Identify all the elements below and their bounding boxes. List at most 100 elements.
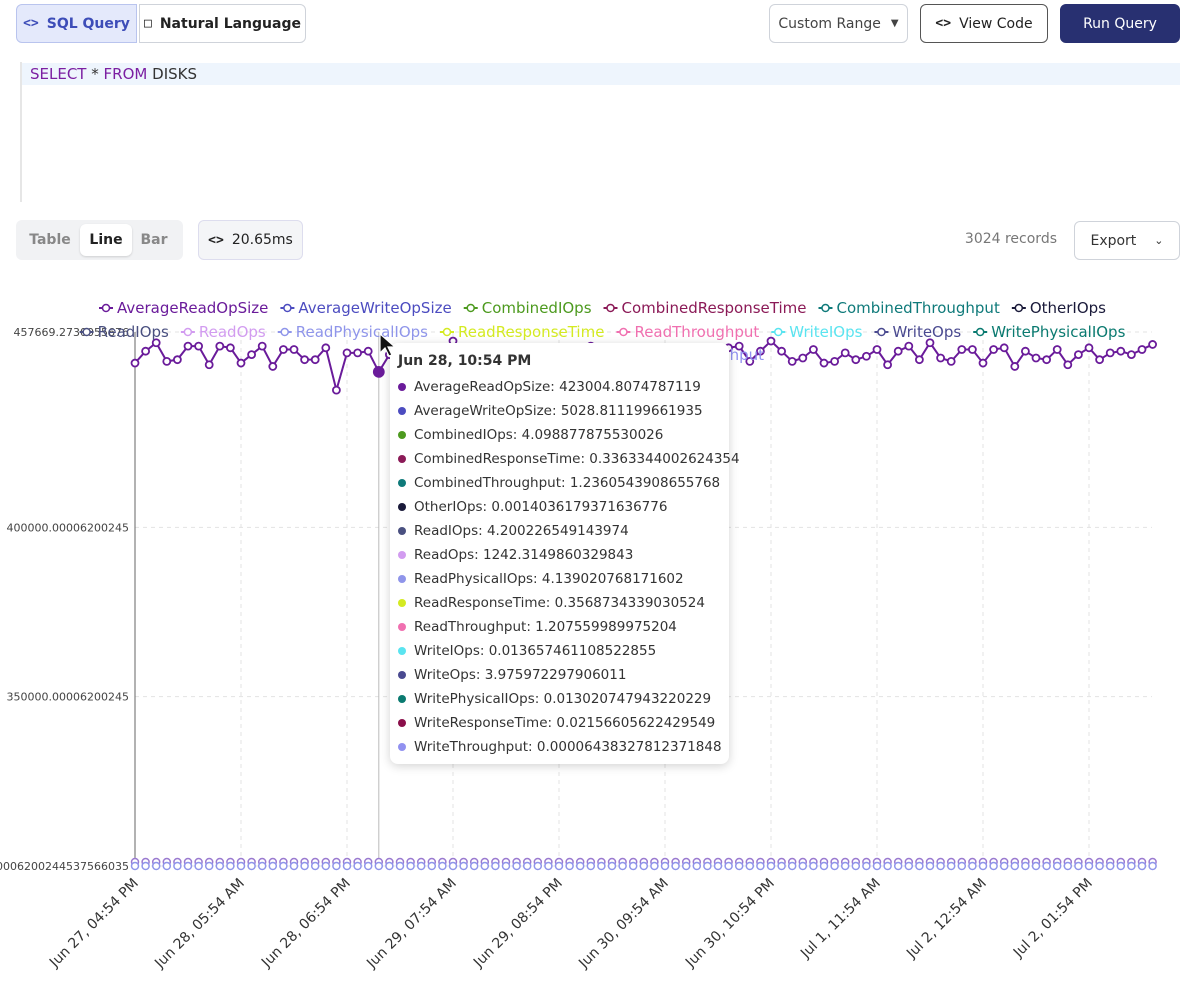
flat-point [141, 861, 150, 871]
point [331, 385, 341, 395]
sql-line[interactable]: SELECT * FROM DISKS [22, 63, 1180, 85]
view-table[interactable]: Table [29, 232, 71, 248]
legend-item[interactable]: AverageWriteOpSize [280, 299, 452, 317]
range-select[interactable]: Custom Range ▼ [769, 4, 908, 43]
flat-point [1095, 861, 1104, 871]
point [999, 343, 1009, 353]
legend-item[interactable]: ReadPhysicalIOps [277, 323, 428, 341]
point [300, 355, 310, 365]
point [310, 355, 320, 365]
point [1052, 345, 1062, 354]
flat-point [385, 861, 394, 871]
token: * [91, 65, 99, 83]
point [787, 356, 797, 366]
legend-item[interactable]: CombinedThroughput [818, 299, 1000, 317]
tooltip-row: CombinedThroughput: 1.2360543908655768 [398, 471, 720, 495]
tooltip: Jun 28, 10:54 PM AverageReadOpSize: 4230… [390, 343, 740, 764]
flat-point [1105, 861, 1115, 871]
legend-item[interactable]: ReadIOps [79, 323, 169, 341]
flat-point [1031, 861, 1041, 871]
point [372, 365, 385, 378]
y-tick-label: 300000.00006200244537566035 [0, 860, 129, 873]
view-code-button[interactable]: <> View Code [920, 4, 1048, 43]
legend-item[interactable]: WritePhysicalIOps [973, 323, 1126, 341]
timing: <> 20.65ms [198, 220, 303, 260]
x-tick-label: Jun 27, 04:54 PM [46, 876, 142, 972]
flat-point [1021, 861, 1030, 871]
tooltip-dot [398, 671, 406, 679]
tooltip-row: ReadPhysicalIOps: 4.139020768171602 [398, 567, 684, 591]
point [268, 362, 278, 371]
legend-label: WriteOps [892, 323, 961, 341]
tooltip-dot [398, 527, 406, 535]
export-button[interactable]: Export ⌄ [1074, 221, 1180, 260]
view-line[interactable]: Line [80, 224, 132, 256]
point [1063, 360, 1073, 370]
point [756, 346, 765, 356]
flat-point [978, 861, 988, 871]
tooltip-text: WriteResponseTime: 0.02156605622429549 [414, 715, 716, 731]
run-button[interactable]: Run Query [1060, 4, 1180, 43]
point [278, 345, 288, 354]
x-tick-label: Jun 28, 06:54 PM [258, 876, 354, 972]
tooltip-row: OtherIOps: 0.0014036179371636776 [398, 495, 667, 519]
flat-point [862, 861, 871, 871]
point [968, 345, 977, 354]
point [893, 346, 903, 356]
flat-point [650, 861, 659, 871]
legend-swatch [774, 327, 783, 337]
flat-point [851, 861, 861, 871]
point [946, 356, 956, 366]
point [957, 345, 967, 354]
legend-label: AverageReadOpSize [117, 299, 268, 317]
point [734, 341, 744, 351]
legend-label: OtherIOps [1030, 299, 1106, 317]
timing-label: 20.65ms [231, 232, 293, 248]
nl-tab[interactable]: □ Natural Language [139, 4, 306, 43]
legend-item[interactable]: AverageReadOpSize [99, 299, 268, 317]
point [1010, 362, 1020, 371]
point [925, 338, 935, 348]
legend-swatch [975, 327, 985, 337]
legend-item[interactable]: ReadOps [180, 323, 266, 341]
legend-label: ReadResponseTime [458, 323, 604, 341]
sql-tab[interactable]: <> SQL Query [16, 4, 137, 43]
legend-item[interactable]: ReadResponseTime [440, 323, 604, 341]
tab-label: Natural Language [159, 15, 301, 32]
legend-item[interactable]: CombinedIOps [463, 299, 592, 317]
point [215, 341, 225, 351]
legend-item[interactable]: WriteOps [874, 323, 961, 341]
tooltip-text: WriteIOps: 0.013657461108522855 [414, 643, 657, 659]
legend-item[interactable]: ReadThroughput [616, 323, 759, 341]
point [840, 348, 850, 358]
flat-point [809, 861, 818, 871]
flat-point [1063, 861, 1073, 871]
flat-point [639, 861, 649, 871]
flat-point [459, 861, 468, 871]
legend-item[interactable]: OtherIOps [1011, 299, 1106, 317]
flat-point [1137, 861, 1147, 871]
flat-point [586, 861, 596, 871]
tooltip-text: OtherIOps: 0.0014036179371636776 [414, 499, 668, 515]
view-bar[interactable]: Bar [140, 232, 168, 248]
button-label: Run Query [1083, 15, 1157, 32]
x-tick-label: Jun 30, 10:54 PM [682, 876, 778, 972]
legend-label: CombinedIOps [482, 299, 592, 317]
flat-point [724, 861, 733, 871]
token: DISKS [152, 65, 197, 83]
y-tick-label: 457669.2730055676 [14, 326, 129, 339]
point [1031, 353, 1041, 363]
flat-point [660, 861, 670, 871]
legend-item[interactable]: WriteIOps [771, 323, 863, 341]
tooltip-dot [398, 431, 406, 439]
tooltip-row: CombinedIOps: 4.098877875530026 [398, 423, 663, 447]
point [162, 356, 172, 366]
point [321, 343, 331, 353]
legend-label: WritePhysicalIOps [991, 323, 1125, 341]
flat-point [893, 861, 903, 871]
flat-point [1148, 861, 1157, 871]
editor-gutter [20, 62, 22, 202]
legend-item[interactable]: CombinedResponseTime [603, 299, 807, 317]
flat-point [565, 861, 574, 871]
